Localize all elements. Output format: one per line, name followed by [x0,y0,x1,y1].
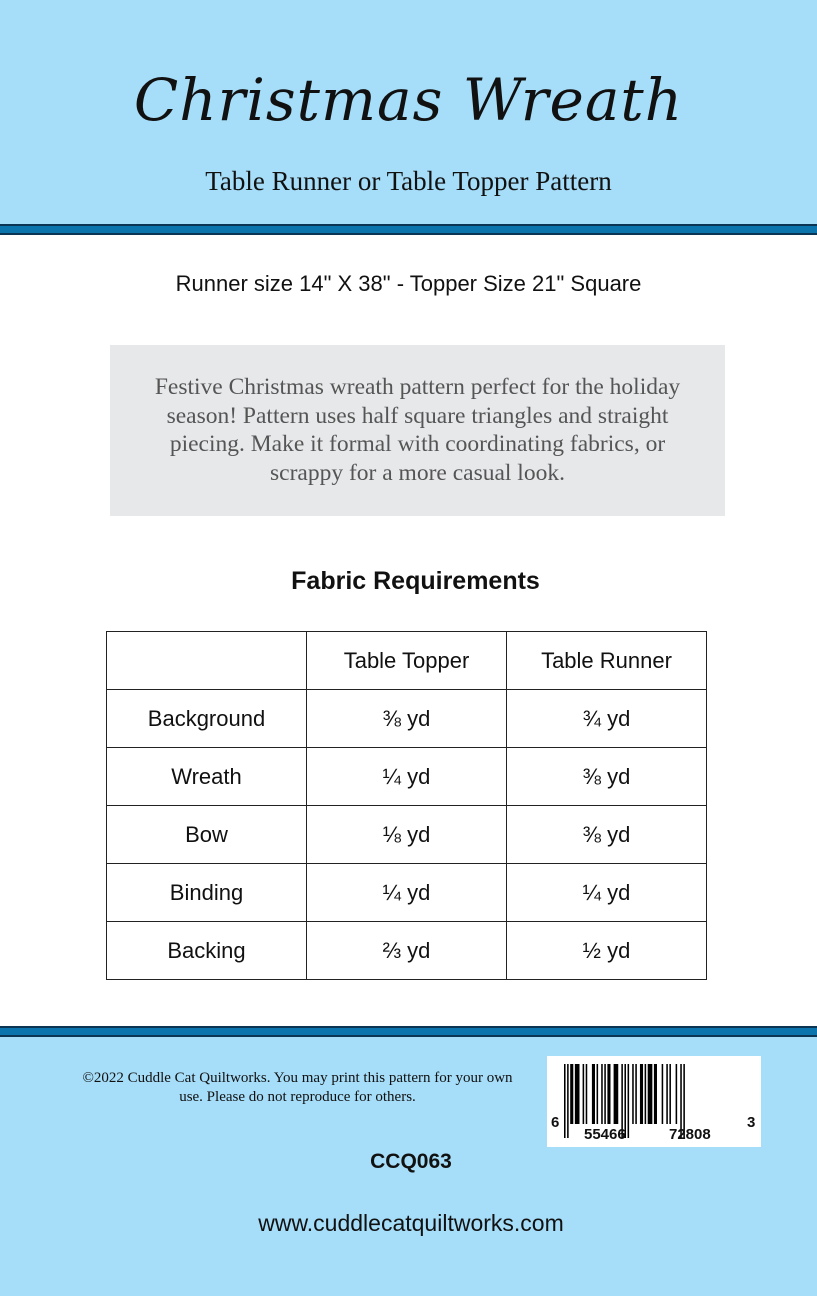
header-cell: Table Topper [306,631,507,690]
runner-amount: ¼ yd [506,863,707,922]
size-line: Runner size 14" X 38" - Topper Size 21" … [175,271,642,296]
table-row: Bow ⅛ yd ⅜ yd [106,805,707,864]
barcode-bar [635,1064,637,1124]
barcode-digit: 6 [551,1114,560,1131]
table-row: Wreath ¼ yd ⅜ yd [106,747,707,806]
table-row: Backing ⅔ yd ½ yd [106,921,707,980]
topper-amount: ⅛ yd [306,805,507,864]
barcode-bar [661,1064,664,1124]
footer-divider [0,1026,817,1037]
header-divider [0,224,817,235]
fabric-name: Binding [106,863,307,922]
topper-amount: ⅔ yd [306,921,507,980]
barcode-bar [675,1064,678,1124]
barcode-bar [683,1064,685,1138]
header-cell: Table Runner [506,631,707,690]
pattern-title: Christmas Wreath [133,66,684,134]
barcode-bar [666,1064,668,1124]
barcode-bar [627,1064,630,1138]
barcode-bar [596,1064,599,1124]
table-header-row: Table Topper Table Runner [106,631,707,690]
website-link[interactable]: www.cuddlecatquiltworks.com [258,1210,564,1236]
fabric-name: Wreath [106,747,307,806]
barcode-digit: 3 [747,1114,756,1131]
barcode-digits-right: 72808 [669,1126,711,1143]
runner-amount: ½ yd [506,921,707,980]
barcode-bar [567,1064,569,1138]
barcode-bar [564,1064,566,1138]
barcode-digits-left: 55466 [584,1126,626,1143]
pattern-subtitle: Table Runner or Table Topper Pattern [205,166,612,196]
table-row: Background ⅜ yd ¾ yd [106,689,707,748]
header-band [0,0,817,225]
topper-amount: ⅜ yd [306,689,507,748]
barcode-bar [601,1064,603,1124]
barcode-bar [574,1064,580,1124]
barcode-bar [585,1064,588,1124]
runner-amount: ⅜ yd [506,747,707,806]
barcode: 6 55466 72808 3 [547,1056,761,1147]
barcode-bar [644,1064,647,1124]
fabric-table: Table Topper Table Runner Background ⅜ y… [106,631,707,980]
barcode-bar [570,1064,574,1124]
barcode-bar [669,1064,671,1124]
runner-amount: ⅜ yd [506,805,707,864]
fabric-name: Backing [106,921,307,980]
barcode-bar [624,1064,626,1138]
barcode-bar [582,1064,585,1124]
product-code: CCQ063 [370,1150,452,1173]
description-box: Festive Christmas wreath pattern perfect… [110,345,725,516]
topper-amount: ¼ yd [306,747,507,806]
barcode-bar [591,1064,595,1124]
fabric-name: Bow [106,805,307,864]
barcode-bar [621,1064,623,1138]
barcode-bar [632,1064,634,1124]
barcode-bar [613,1064,619,1124]
runner-amount: ¾ yd [506,689,707,748]
topper-amount: ¼ yd [306,863,507,922]
barcode-bars [564,1064,685,1138]
barcode-bar [680,1064,682,1138]
table-row: Binding ¼ yd ¼ yd [106,863,707,922]
barcode-bar [647,1064,653,1124]
barcode-bar [639,1064,644,1124]
fabric-name: Background [106,689,307,748]
barcode-bar [607,1064,611,1124]
copyright-text: ©2022 Cuddle Cat Quiltworks. You may pri… [82,1070,513,1105]
barcode-bar [604,1064,606,1124]
header-cell [106,631,307,690]
fabric-heading: Fabric Requirements [291,567,540,595]
barcode-bar [653,1064,657,1124]
